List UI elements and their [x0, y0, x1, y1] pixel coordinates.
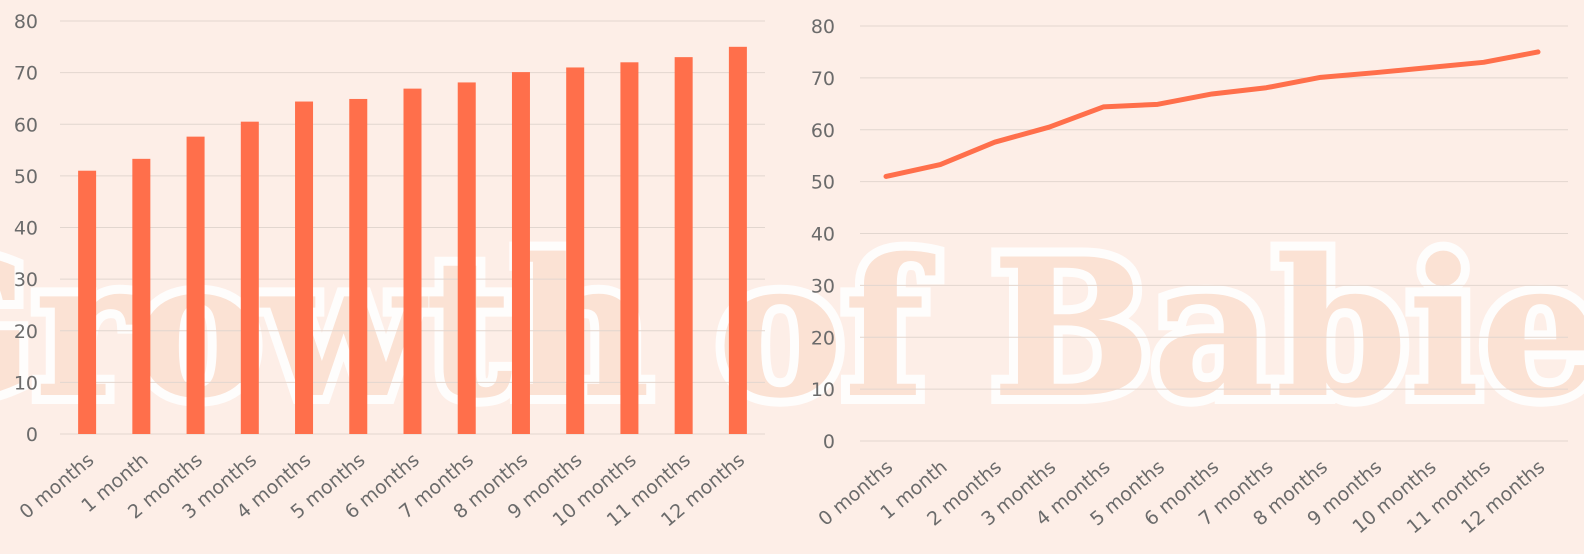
watermark: Growth of Babies — [0, 217, 1584, 440]
y-tick-label: 10 — [811, 379, 835, 401]
page: Growth of Babies 0 10 20 30 40 50 60 70 80 0 mont… — [0, 0, 1584, 550]
x-tick-label: 0 months — [15, 449, 98, 524]
y-tick-label: 30 — [14, 269, 38, 291]
y-tick-label: 80 — [811, 16, 835, 38]
y-tick-label: 20 — [14, 321, 38, 343]
y-tick-label: 60 — [811, 120, 835, 142]
bar — [187, 137, 205, 434]
bar — [512, 72, 530, 434]
bar — [404, 89, 422, 434]
bar — [458, 82, 476, 434]
bar — [78, 171, 96, 434]
x-tick-label: 0 months — [814, 456, 897, 531]
bar — [241, 122, 259, 434]
y-tick-label: 50 — [811, 172, 835, 194]
y-tick-label: 60 — [14, 114, 38, 136]
y-tick-label: 70 — [811, 68, 835, 90]
bar — [349, 99, 367, 434]
bar — [729, 47, 747, 434]
y-tick-label: 0 — [823, 431, 835, 453]
y-tick-label: 40 — [811, 224, 835, 246]
y-tick-label: 70 — [14, 63, 38, 85]
bar — [675, 57, 693, 434]
bar — [620, 62, 638, 434]
y-tick-label: 10 — [14, 372, 38, 394]
bar — [132, 159, 150, 434]
y-tick-label: 30 — [811, 275, 835, 297]
line — [886, 52, 1538, 177]
y-tick-label: 40 — [14, 218, 38, 240]
bar — [295, 102, 313, 434]
y-tick-label: 0 — [26, 424, 38, 446]
y-tick-label: 80 — [14, 11, 38, 33]
bar — [566, 67, 584, 434]
y-tick-label: 50 — [14, 166, 38, 188]
y-tick-label: 20 — [811, 327, 835, 349]
